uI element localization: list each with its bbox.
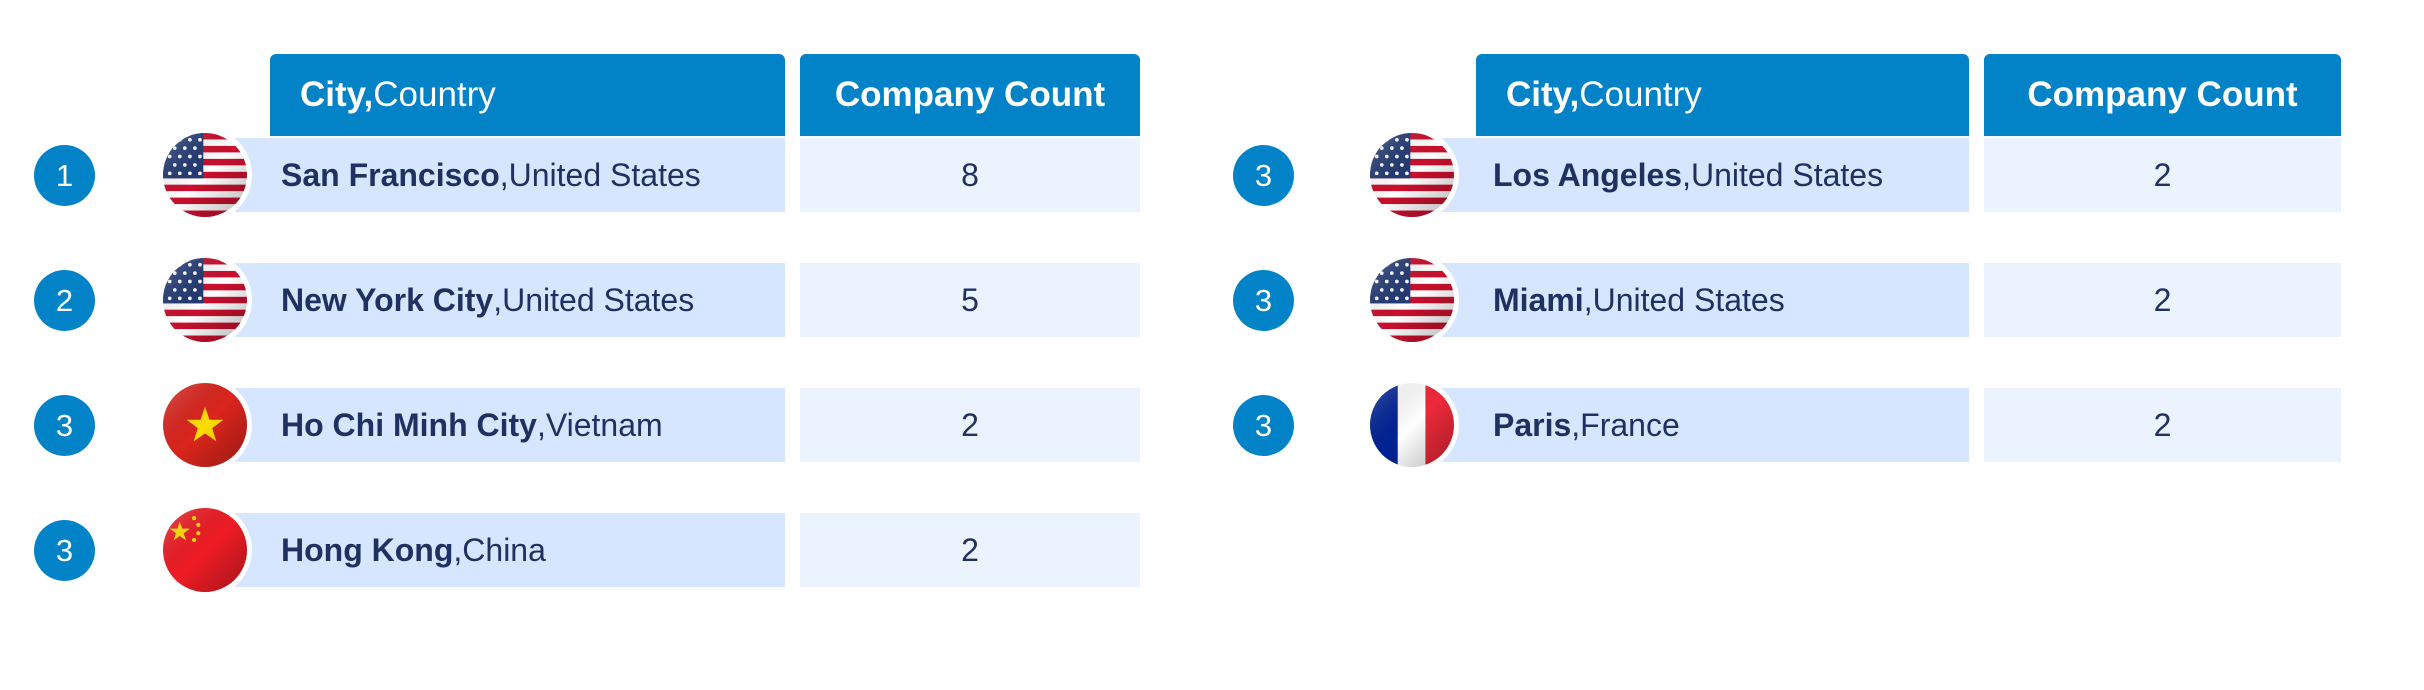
city-cell: Hong Kong, China <box>235 513 785 587</box>
us-flag-icon <box>163 258 247 342</box>
city-cell: Paris, France <box>1441 388 1969 462</box>
rank-badge: 1 <box>34 145 95 206</box>
city-cell: Los Angeles, United States <box>1441 138 1969 212</box>
table-row: 3 Miami, United States 2 <box>1206 263 2346 337</box>
count-cell: 5 <box>800 263 1140 337</box>
table-row: 1 San Francisco, United States 8 <box>0 138 1140 212</box>
table-row: 2 New York City, United States 5 <box>0 263 1140 337</box>
header-city-country: City, Country <box>1476 54 1969 136</box>
city-cell: New York City, United States <box>235 263 785 337</box>
count-cell: 2 <box>1984 263 2341 337</box>
header-company-count: Company Count <box>1984 54 2341 136</box>
vietnam-flag-icon <box>163 383 247 467</box>
count-cell: 8 <box>800 138 1140 212</box>
ranking-table-right: City, Country Company Count 3 Los Angele… <box>1206 0 2346 690</box>
france-flag-icon <box>1370 383 1454 467</box>
city-cell: San Francisco, United States <box>235 138 785 212</box>
us-flag-icon <box>1370 133 1454 217</box>
rank-badge: 2 <box>34 270 95 331</box>
rank-badge: 3 <box>34 520 95 581</box>
ranking-table-left: City, Country Company Count 1 San Franci… <box>0 0 1140 690</box>
table-row: 3 Los Angeles, United States 2 <box>1206 138 2346 212</box>
header-company-count: Company Count <box>800 54 1140 136</box>
table-row: 3 Paris, France 2 <box>1206 388 2346 462</box>
city-cell: Miami, United States <box>1441 263 1969 337</box>
city-cell: Ho Chi Minh City, Vietnam <box>235 388 785 462</box>
count-cell: 2 <box>1984 138 2341 212</box>
count-cell: 2 <box>800 388 1140 462</box>
rank-badge: 3 <box>1233 145 1294 206</box>
count-cell: 2 <box>1984 388 2341 462</box>
table-row: 3 Ho Chi Minh City, Vietnam 2 <box>0 388 1140 462</box>
us-flag-icon <box>1370 258 1454 342</box>
rank-badge: 3 <box>1233 270 1294 331</box>
header-city-country: City, Country <box>270 54 785 136</box>
rank-badge: 3 <box>1233 395 1294 456</box>
count-cell: 2 <box>800 513 1140 587</box>
table-row: 3 Hong Kong, China 2 <box>0 513 1140 587</box>
rank-badge: 3 <box>34 395 95 456</box>
us-flag-icon <box>163 133 247 217</box>
china-flag-icon <box>163 508 247 592</box>
